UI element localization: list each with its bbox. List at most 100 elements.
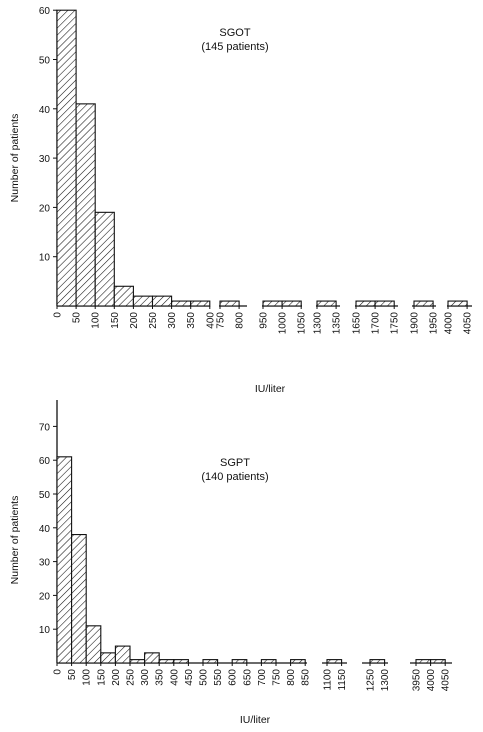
x-tick-label: 1300 [313,312,324,335]
y-tick-label: 50 [39,490,51,501]
y-axis-label: Number of patients [9,114,21,203]
bar-0-50 [56,9,77,307]
x-tick-label: 600 [228,669,239,686]
x-tick-label: 1250 [366,669,377,692]
chart-subtitle: (140 patients) [201,471,268,483]
sgpt-chart: SGPT (140 patients) Number of patients I… [9,400,452,726]
x-tick-label: 750 [216,312,227,329]
axes [56,400,452,664]
y-tick-label: 20 [39,203,51,214]
x-tick-label: 550 [213,669,224,686]
x-tick-label: 100 [82,669,93,686]
chart-subtitle: (145 patients) [201,41,268,53]
chart-title: SGOT [219,27,250,39]
x-tick-label: 450 [184,669,195,686]
x-tick-label: 1100 [323,669,334,691]
x-tick-label: 50 [72,312,83,324]
bar-250-300 [129,659,146,664]
bar-1250-1300 [369,659,386,664]
bar-400-450 [173,659,189,664]
x-tick-label: 4050 [463,312,474,335]
x-tick-label: 4000 [426,669,437,692]
x-tick-label: 1300 [380,669,391,692]
y-tick-label: 30 [39,154,51,165]
x-tick-label: 200 [129,312,140,329]
y-ticks: 10 20 30 40 50 60 [39,6,57,264]
sgot-chart: SGOT (145 patients) Number of patients I… [9,6,474,395]
y-tick-label: 40 [39,524,51,535]
bar-100-150 [94,211,115,307]
y-ticks: 10 20 30 40 50 60 70 [39,422,57,636]
bar-1100-1150 [326,659,343,664]
bar-1700-1750 [374,300,395,307]
axes [56,10,472,307]
bar-500-550 [202,659,219,664]
bar-800-850 [290,659,306,664]
x-tick-label: 300 [167,312,178,329]
bar-1900-1950 [413,300,434,307]
x-tick-label: 4050 [441,669,452,692]
y-tick-label: 30 [39,558,51,569]
y-tick-label: 60 [39,6,51,17]
bar-1650-1700 [355,300,376,307]
x-ticks: 0 50 100 150 200 250 300 350 400 750 800 950 1000 105… [53,306,474,334]
x-tick-label: 150 [110,312,121,329]
x-tick-label: 3950 [412,669,423,692]
x-tick-label: 0 [53,312,64,318]
bar-250-300 [151,295,173,307]
x-axis-label: IU/liter [255,383,286,395]
bar-50-100 [71,534,87,664]
bars [56,456,446,664]
bar-600-650 [231,659,248,664]
x-tick-label: 1050 [297,312,308,335]
bar-750-800 [219,300,240,307]
x-axis-label: IU/liter [240,714,271,726]
x-ticks: 0 50 100 150 200 250 300 350 400 450 500 550 600 650 7… [53,663,452,691]
x-tick-label: 250 [148,312,159,329]
bar-4000-4050 [447,300,468,307]
bar-300-350 [144,652,160,664]
x-tick-label: 50 [67,669,78,681]
x-tick-label: 1000 [278,312,289,335]
x-tick-label: 250 [126,669,137,686]
bar-1000-1050 [281,300,302,307]
x-tick-label: 4000 [444,312,455,335]
x-tick-label: 1150 [337,669,348,691]
bar-3950-4000 [415,659,432,664]
x-tick-label: 150 [96,669,107,686]
y-tick-label: 70 [39,422,51,433]
bars [56,9,468,307]
x-tick-label: 500 [199,669,210,686]
bar-0-50 [56,456,73,664]
bar-1300-1350 [316,300,337,307]
x-tick-label: 100 [91,312,102,329]
bar-150-200 [113,285,134,307]
chart-title: SGPT [220,457,250,469]
bar-300-350 [171,300,192,307]
bar-350-400 [190,300,211,307]
bar-700-750 [260,659,277,664]
x-tick-label: 1750 [390,312,401,335]
x-tick-label: 800 [235,312,246,329]
x-tick-label: 400 [169,669,180,686]
y-tick-label: 10 [39,625,51,636]
y-tick-label: 40 [39,105,51,116]
x-tick-label: 300 [140,669,151,686]
bar-4000-4050 [430,659,446,664]
x-tick-label: 750 [272,669,283,686]
x-tick-label: 950 [259,312,270,329]
x-tick-label: 650 [242,669,253,686]
y-axis-label: Number of patients [9,496,21,585]
x-tick-label: 400 [205,312,216,329]
x-tick-label: 850 [301,669,312,686]
x-tick-label: 700 [257,669,268,686]
y-tick-label: 20 [39,591,51,602]
bar-50-100 [75,103,96,307]
x-tick-label: 1650 [352,312,363,335]
bar-100-150 [85,625,102,664]
x-tick-label: 0 [53,669,64,675]
x-tick-label: 200 [111,669,122,686]
y-tick-label: 60 [39,456,51,467]
x-tick-label: 1350 [332,312,343,335]
y-tick-label: 50 [39,56,51,67]
